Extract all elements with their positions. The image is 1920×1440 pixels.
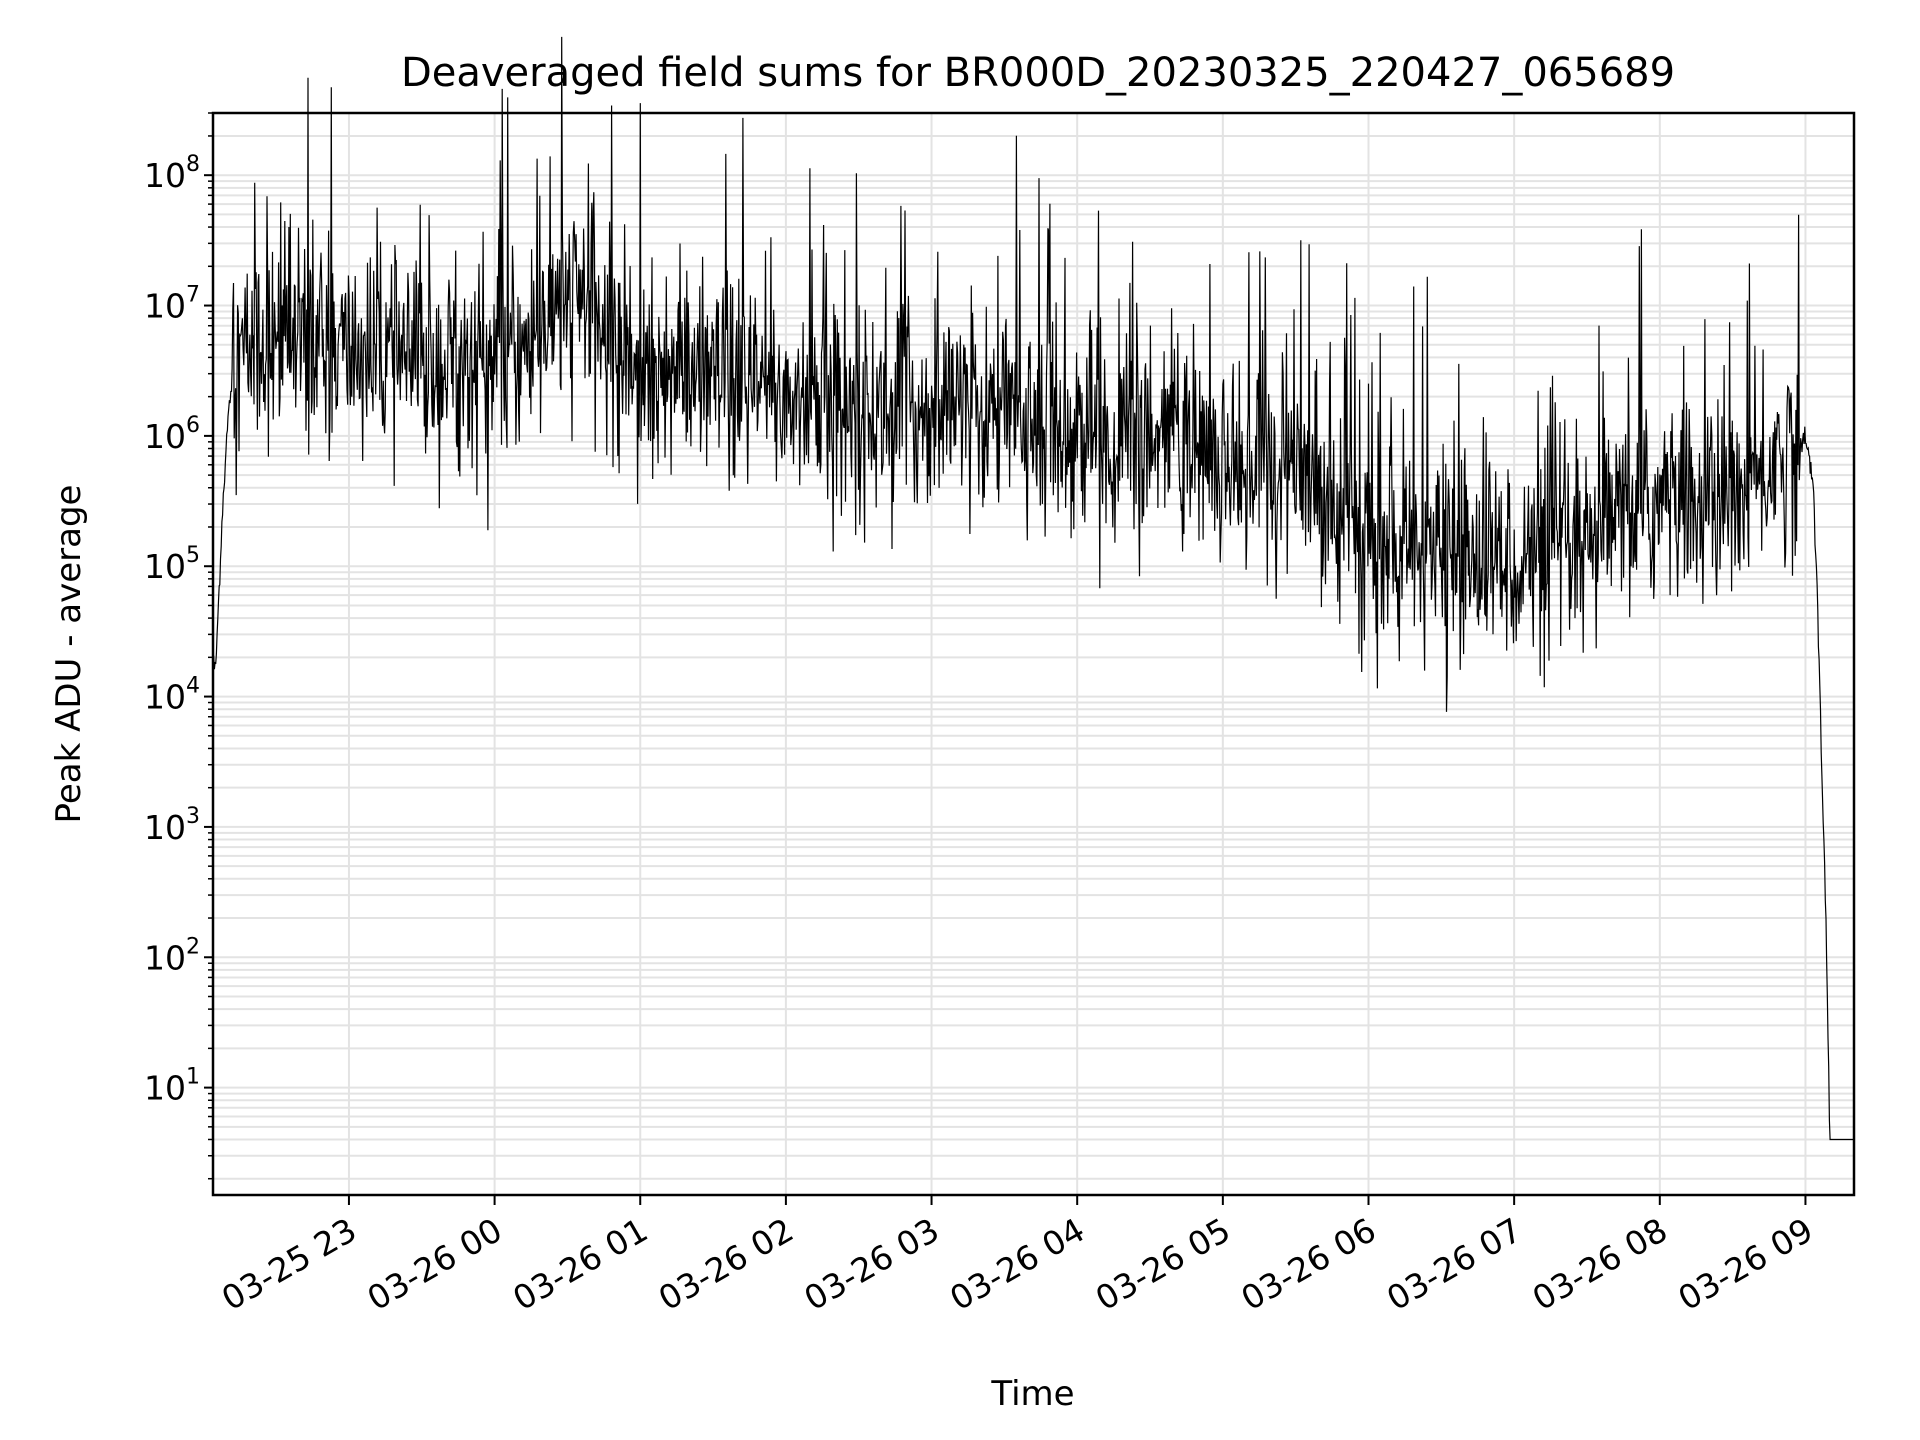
y-tick-label: 107 <box>144 283 200 326</box>
y-tick-label: 105 <box>144 543 200 586</box>
y-tick-base: 10 <box>144 287 186 326</box>
y-tick-label: 101 <box>144 1065 200 1108</box>
x-axis-label: Time <box>990 1374 1074 1414</box>
y-tick-base: 10 <box>144 938 186 977</box>
y-tick-exponent: 7 <box>186 283 200 308</box>
y-tick-label: 108 <box>144 152 200 195</box>
y-tick-exponent: 8 <box>186 152 200 177</box>
y-tick-label: 104 <box>144 674 200 717</box>
y-tick-exponent: 3 <box>186 804 200 829</box>
y-tick-exponent: 5 <box>186 543 200 568</box>
series-line <box>212 36 1854 1141</box>
y-axis-label: Peak ADU - average <box>49 485 89 824</box>
chart-title: Deaveraged field sums for BR000D_2023032… <box>401 50 1675 96</box>
y-tick-base: 10 <box>144 156 186 195</box>
y-tick-exponent: 6 <box>186 413 200 438</box>
plot-frame <box>211 111 1856 1197</box>
series <box>212 36 1854 1141</box>
y-tick-label: 102 <box>144 934 200 977</box>
y-tick-exponent: 2 <box>186 934 200 959</box>
y-tick-base: 10 <box>144 808 186 847</box>
y-tick-base: 10 <box>144 417 186 456</box>
y-tick-label: 103 <box>144 804 200 847</box>
y-tick-exponent: 4 <box>186 674 200 699</box>
y-tick-exponent: 1 <box>186 1065 200 1090</box>
y-tick-base: 10 <box>144 678 186 717</box>
y-tick-base: 10 <box>144 547 186 586</box>
y-tick-label: 106 <box>144 413 200 456</box>
y-tick-base: 10 <box>144 1069 186 1108</box>
